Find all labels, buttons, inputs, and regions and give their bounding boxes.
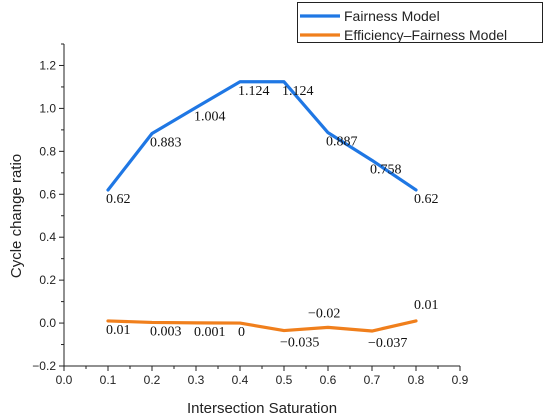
data-label: 1.004: [194, 110, 226, 125]
data-label: 0.887: [326, 135, 358, 150]
data-label: 0.62: [414, 192, 439, 207]
axes: 0.0 0.1 0.2 0.3 0.4 0.5 0.6 0.7 0.8 0.9−0.20.00.2…: [32, 43, 469, 387]
data-labels: 0.62 0.883 1.004 1.124 1.124 0.887 0.758 0.62 0.…: [106, 84, 439, 351]
legend: Fairness Model Efficiency–Fairness Model: [297, 2, 543, 43]
data-label: 1.124: [238, 84, 270, 99]
x-tick-label: 0.9: [452, 373, 469, 387]
x-tick-label: 0.1: [100, 373, 117, 387]
data-label: 1.124: [282, 84, 314, 99]
x-tick-label: 0.5: [276, 373, 293, 387]
y-tick-label: 0.4: [39, 230, 56, 244]
x-tick-label: 0.0: [56, 373, 73, 387]
y-axis-title: Cycle change ratio: [8, 154, 25, 278]
data-label: 0.62: [106, 192, 131, 207]
legend-label: Fairness Model: [344, 8, 440, 24]
data-label: −0.037: [368, 336, 407, 351]
data-label: −0.035: [280, 336, 319, 351]
x-tick-label: 0.3: [188, 373, 205, 387]
y-tick-label: 0.2: [39, 273, 56, 287]
y-tick-label: 0.6: [39, 187, 56, 201]
y-tick-label: 1.2: [39, 58, 56, 72]
data-label: 0.758: [370, 162, 402, 177]
y-tick-label: −0.2: [32, 359, 56, 373]
x-tick-label: 0.8: [408, 373, 425, 387]
x-tick-label: 0.2: [144, 373, 161, 387]
data-label: 0.01: [106, 323, 131, 338]
series-line-efficiency-fairness: [106, 319, 418, 333]
data-label: 0.883: [150, 136, 182, 151]
y-tick-label: 0.0: [39, 316, 56, 330]
data-label: 0.003: [150, 324, 182, 339]
data-label: 0: [238, 325, 245, 340]
x-tick-label: 0.7: [364, 373, 381, 387]
series-layer: [106, 80, 418, 333]
legend-label: Efficiency–Fairness Model: [344, 27, 507, 43]
series-line-fairness: [106, 80, 418, 192]
data-label: 0.001: [194, 325, 226, 340]
x-axis-title: Intersection Saturation: [187, 400, 337, 417]
y-tick-label: 1.0: [39, 101, 56, 115]
x-tick-label: 0.6: [320, 373, 337, 387]
y-tick-label: 0.8: [39, 144, 56, 158]
data-label: 0.01: [414, 298, 439, 313]
x-tick-label: 0.4: [232, 373, 249, 387]
data-label: −0.02: [308, 306, 340, 321]
